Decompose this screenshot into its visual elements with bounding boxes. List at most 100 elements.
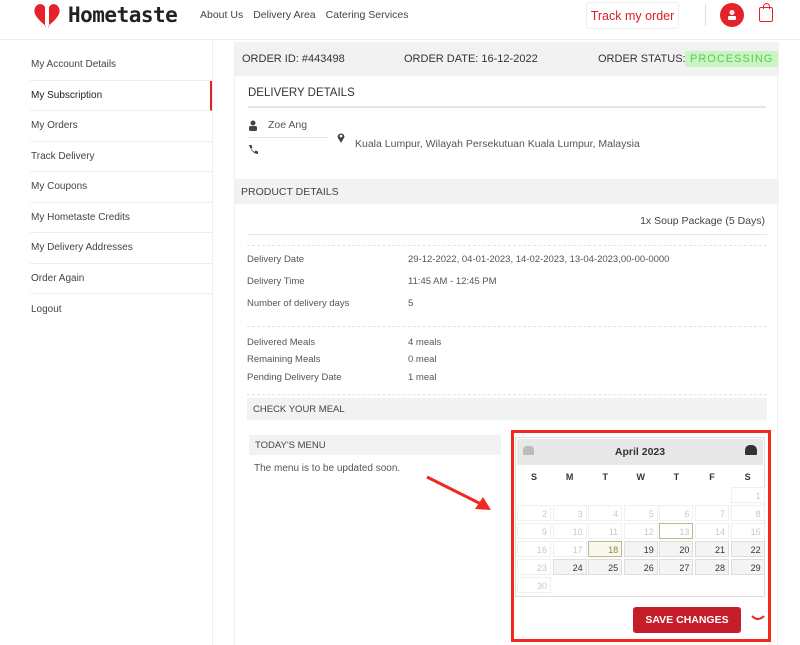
order-status-label: ORDER STATUS: xyxy=(598,53,686,65)
order-summary-bar: ORDER ID: #443498 ORDER DATE: 16-12-2022… xyxy=(235,42,779,76)
calendar-day-3: 3 xyxy=(552,505,587,521)
sidebar-item-logout[interactable]: Logout xyxy=(31,303,62,315)
shopping-bag-icon[interactable] xyxy=(759,3,773,22)
sidebar-item-coupons[interactable]: My Coupons xyxy=(30,172,212,203)
calendar-day-24[interactable]: 24 xyxy=(552,559,587,575)
main-nav: About Us Delivery Area Catering Services xyxy=(200,9,409,21)
calendar-day-12: 12 xyxy=(623,523,658,539)
pending-delivery-value: 1 meal xyxy=(408,372,437,383)
calendar-day-17: 17 xyxy=(552,541,587,557)
delivery-date-label: Delivery Date xyxy=(247,254,305,265)
divider xyxy=(248,137,328,138)
delivery-days-label: Number of delivery days xyxy=(247,298,350,309)
calendar-day-30: 30 xyxy=(517,577,551,593)
nav-delivery-area[interactable]: Delivery Area xyxy=(253,9,316,21)
menu-text: The menu is to be updated soon. xyxy=(254,463,401,474)
calendar-day-13: 13 xyxy=(659,523,694,539)
next-month-icon[interactable] xyxy=(745,445,757,455)
remaining-meals-label: Remaining Meals xyxy=(247,354,321,365)
calendar-day-15: 15 xyxy=(730,523,765,539)
calendar-day-1: 1 xyxy=(730,487,765,503)
calendar-day-18[interactable]: 18 xyxy=(588,541,623,557)
phone-icon xyxy=(249,145,258,154)
calendar-day-9: 9 xyxy=(517,523,551,539)
delivered-meals-value: 4 meals xyxy=(408,337,442,348)
order-date: ORDER DATE: 16-12-2022 xyxy=(404,53,538,65)
calendar-day-6: 6 xyxy=(659,505,694,521)
divider xyxy=(705,4,706,26)
delivery-date-value: 29-12-2022, 04-01-2023, 14-02-2023, 13-0… xyxy=(408,254,670,265)
delivery-time-value: 11:45 AM - 12:45 PM xyxy=(408,276,497,287)
calendar-day-21[interactable]: 21 xyxy=(695,541,729,557)
status-badge: PROCESSING xyxy=(685,51,779,67)
weekday-label: M xyxy=(565,472,574,482)
nav-about-us[interactable]: About Us xyxy=(200,9,244,21)
account-sidebar: My Account Details My Subscription My Or… xyxy=(30,50,212,325)
calendar-header: April 2023 xyxy=(517,439,763,465)
track-order-button[interactable]: Track my order xyxy=(586,2,679,29)
calendar-day-25[interactable]: 25 xyxy=(588,559,623,575)
weekday-label: T xyxy=(673,472,680,482)
calendar-month: April 2023 xyxy=(614,446,666,458)
weekday-label: W xyxy=(636,472,646,482)
sidebar-item-account-details[interactable]: My Account Details xyxy=(30,50,212,81)
weekday-label: F xyxy=(709,472,715,482)
person-icon xyxy=(249,120,257,131)
highlight-frame xyxy=(511,430,771,642)
calendar-day-29[interactable]: 29 xyxy=(730,559,765,575)
calendar-day-22[interactable]: 22 xyxy=(730,541,765,557)
header: Hometaste About Us Delivery Area Caterin… xyxy=(0,0,800,40)
delivered-meals-label: Delivered Meals xyxy=(247,337,316,348)
calendar-day-7: 7 xyxy=(695,505,729,521)
package-name: 1x Soup Package (5 Days) xyxy=(640,215,765,227)
order-id: ORDER ID: #443498 xyxy=(242,53,345,65)
prev-month-icon[interactable] xyxy=(523,446,534,455)
delivery-address: Kuala Lumpur, Wilayah Persekutuan Kuala … xyxy=(355,138,640,150)
check-your-meal-header: CHECK YOUR MEAL xyxy=(247,398,767,420)
loading-spinner-icon xyxy=(751,615,765,620)
sidebar-item-orders[interactable]: My Orders xyxy=(30,111,212,142)
nav-catering-services[interactable]: Catering Services xyxy=(325,9,409,21)
sidebar-item-credits[interactable]: My Hometaste Credits xyxy=(30,203,212,233)
sidebar-item-subscription[interactable]: My Subscription xyxy=(30,80,212,111)
logo[interactable]: Hometaste xyxy=(32,2,178,28)
order-detail-panel: ORDER ID: #443498 ORDER DATE: 16-12-2022… xyxy=(234,42,779,645)
delivery-details-title: DELIVERY DETAILS xyxy=(248,87,355,99)
weekday-label: T xyxy=(602,472,608,482)
calendar-day-20[interactable]: 20 xyxy=(659,541,694,557)
remaining-meals-value: 0 meal xyxy=(408,354,437,365)
calendar-day-5: 5 xyxy=(623,505,658,521)
calendar-day-28[interactable]: 28 xyxy=(695,559,729,575)
delivery-time-label: Delivery Time xyxy=(247,276,305,287)
calendar-day-2: 2 xyxy=(517,505,551,521)
location-pin-icon xyxy=(337,133,345,143)
sidebar-item-delivery-addresses[interactable]: My Delivery Addresses xyxy=(30,233,212,264)
divider xyxy=(247,326,767,327)
delivery-days-value: 5 xyxy=(408,298,414,309)
customer-name: Zoe Ang xyxy=(268,119,308,131)
weekday-label: S xyxy=(530,472,537,482)
calendar-day-23: 23 xyxy=(517,559,551,575)
logo-heart-fork-icon xyxy=(34,4,60,28)
save-changes-button[interactable]: SAVE CHANGES xyxy=(633,607,741,633)
divider xyxy=(247,245,767,246)
logo-text: Hometaste xyxy=(68,3,178,27)
weekday-label: S xyxy=(744,472,751,482)
divider xyxy=(247,234,767,235)
calendar-day-14: 14 xyxy=(695,523,729,539)
calendar-day-8: 8 xyxy=(730,505,765,521)
calendar-day-10: 10 xyxy=(552,523,587,539)
calendar-day-19[interactable]: 19 xyxy=(623,541,658,557)
divider xyxy=(212,40,213,645)
user-account-icon[interactable] xyxy=(720,3,744,27)
calendar-day-16: 16 xyxy=(517,541,551,557)
sidebar-item-track-delivery[interactable]: Track Delivery xyxy=(30,142,212,172)
calendar-day-27[interactable]: 27 xyxy=(659,559,694,575)
sidebar-item-order-again[interactable]: Order Again xyxy=(30,264,212,294)
product-details-header: PRODUCT DETAILS xyxy=(235,179,779,204)
pending-delivery-label: Pending Delivery Date xyxy=(247,372,342,383)
divider xyxy=(248,106,766,108)
todays-menu-header: TODAY'S MENU xyxy=(249,435,501,455)
calendar-day-26[interactable]: 26 xyxy=(623,559,658,575)
